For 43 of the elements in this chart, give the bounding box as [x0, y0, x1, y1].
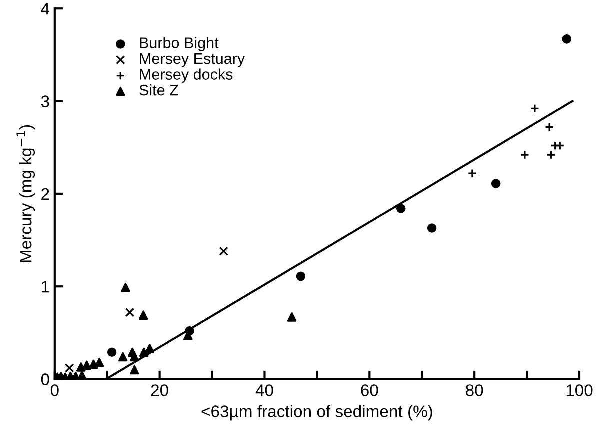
- point: [145, 344, 154, 354]
- x-tick-label: 60: [361, 384, 378, 396]
- x-axis-title: <63µm fraction of sediment (%): [202, 405, 432, 421]
- x-tick-label: 80: [466, 384, 484, 396]
- point: [64, 364, 74, 373]
- point: [555, 141, 565, 150]
- point: [296, 272, 306, 282]
- point: [130, 352, 140, 362]
- point: [562, 34, 572, 44]
- point: [219, 246, 228, 256]
- y-tick-label: 2: [42, 188, 50, 200]
- point: [82, 360, 92, 370]
- point: [125, 308, 135, 318]
- legend-label: Site Z: [140, 84, 178, 96]
- point: [130, 365, 140, 375]
- x-tick-label: 40: [256, 384, 274, 396]
- point: [121, 282, 130, 292]
- legend-label: Mersey Estuary: [140, 54, 246, 68]
- point: [468, 168, 478, 178]
- y-tick-label: 3: [41, 96, 50, 108]
- point: [94, 358, 104, 368]
- point: [139, 348, 149, 358]
- point: [520, 150, 530, 160]
- point: [396, 204, 406, 214]
- point: [89, 360, 98, 370]
- x-tick-label: 0: [50, 384, 59, 396]
- point: [530, 104, 540, 114]
- y-axis-title: Mercury (mg kg$^{−1}$): [16, 125, 36, 262]
- point: [287, 312, 297, 322]
- y-tick-label: 1: [42, 281, 50, 293]
- y-tick-label: 0: [41, 374, 50, 386]
- point: [427, 224, 437, 233]
- x-tick-label: 100: [566, 384, 593, 396]
- point: [491, 179, 501, 188]
- legend-label: Burbo Bight: [140, 37, 219, 52]
- y-tick-label: 4: [41, 3, 50, 15]
- point: [138, 310, 148, 320]
- point: [107, 348, 117, 358]
- point: [546, 150, 556, 160]
- point: [544, 122, 554, 132]
- x-tick-label: 20: [151, 384, 168, 396]
- legend-label: Mersey docks: [140, 68, 233, 83]
- point: [118, 352, 128, 362]
